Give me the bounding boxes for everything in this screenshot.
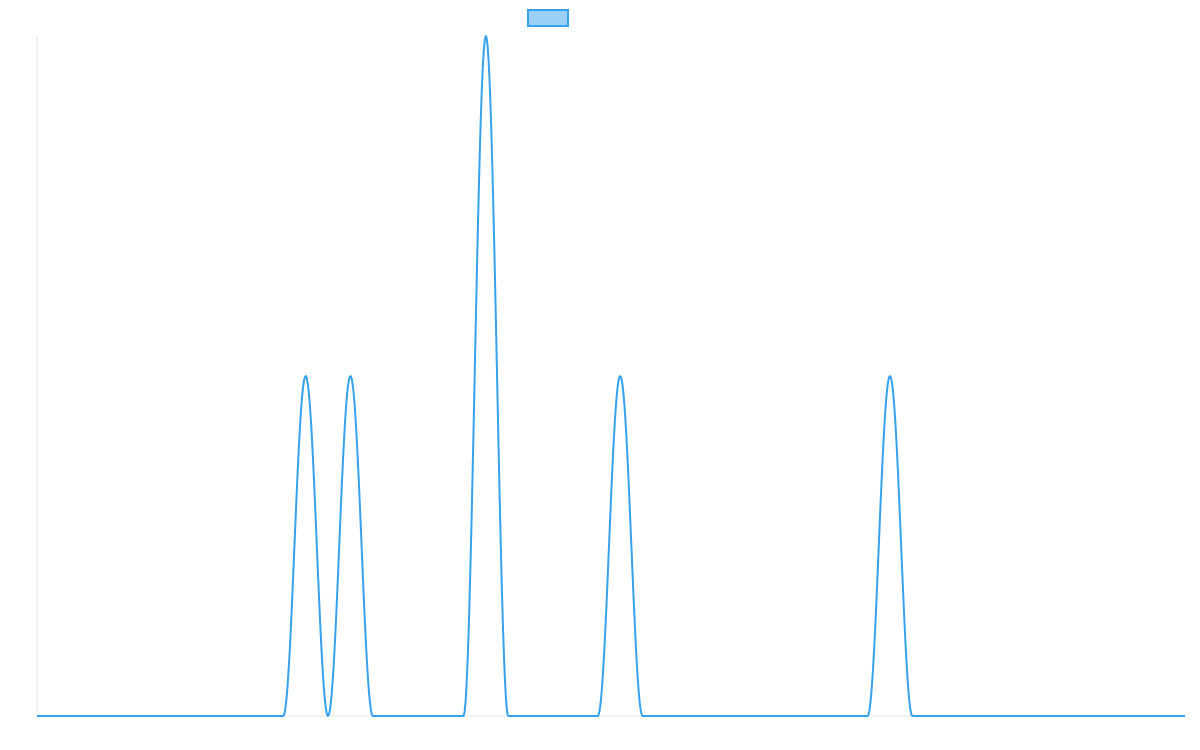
peak-point-4 bbox=[887, 373, 893, 379]
series-line-0 bbox=[36, 35, 1186, 717]
axes-layer bbox=[36, 36, 1185, 717]
legend[interactable] bbox=[527, 9, 569, 27]
peak-point-0 bbox=[303, 373, 309, 379]
peak-point-3 bbox=[617, 373, 623, 379]
peak-point-1 bbox=[347, 373, 353, 379]
legend-swatch-0[interactable] bbox=[527, 9, 569, 27]
series-layer bbox=[36, 33, 1186, 717]
peak-point-2 bbox=[483, 33, 489, 39]
